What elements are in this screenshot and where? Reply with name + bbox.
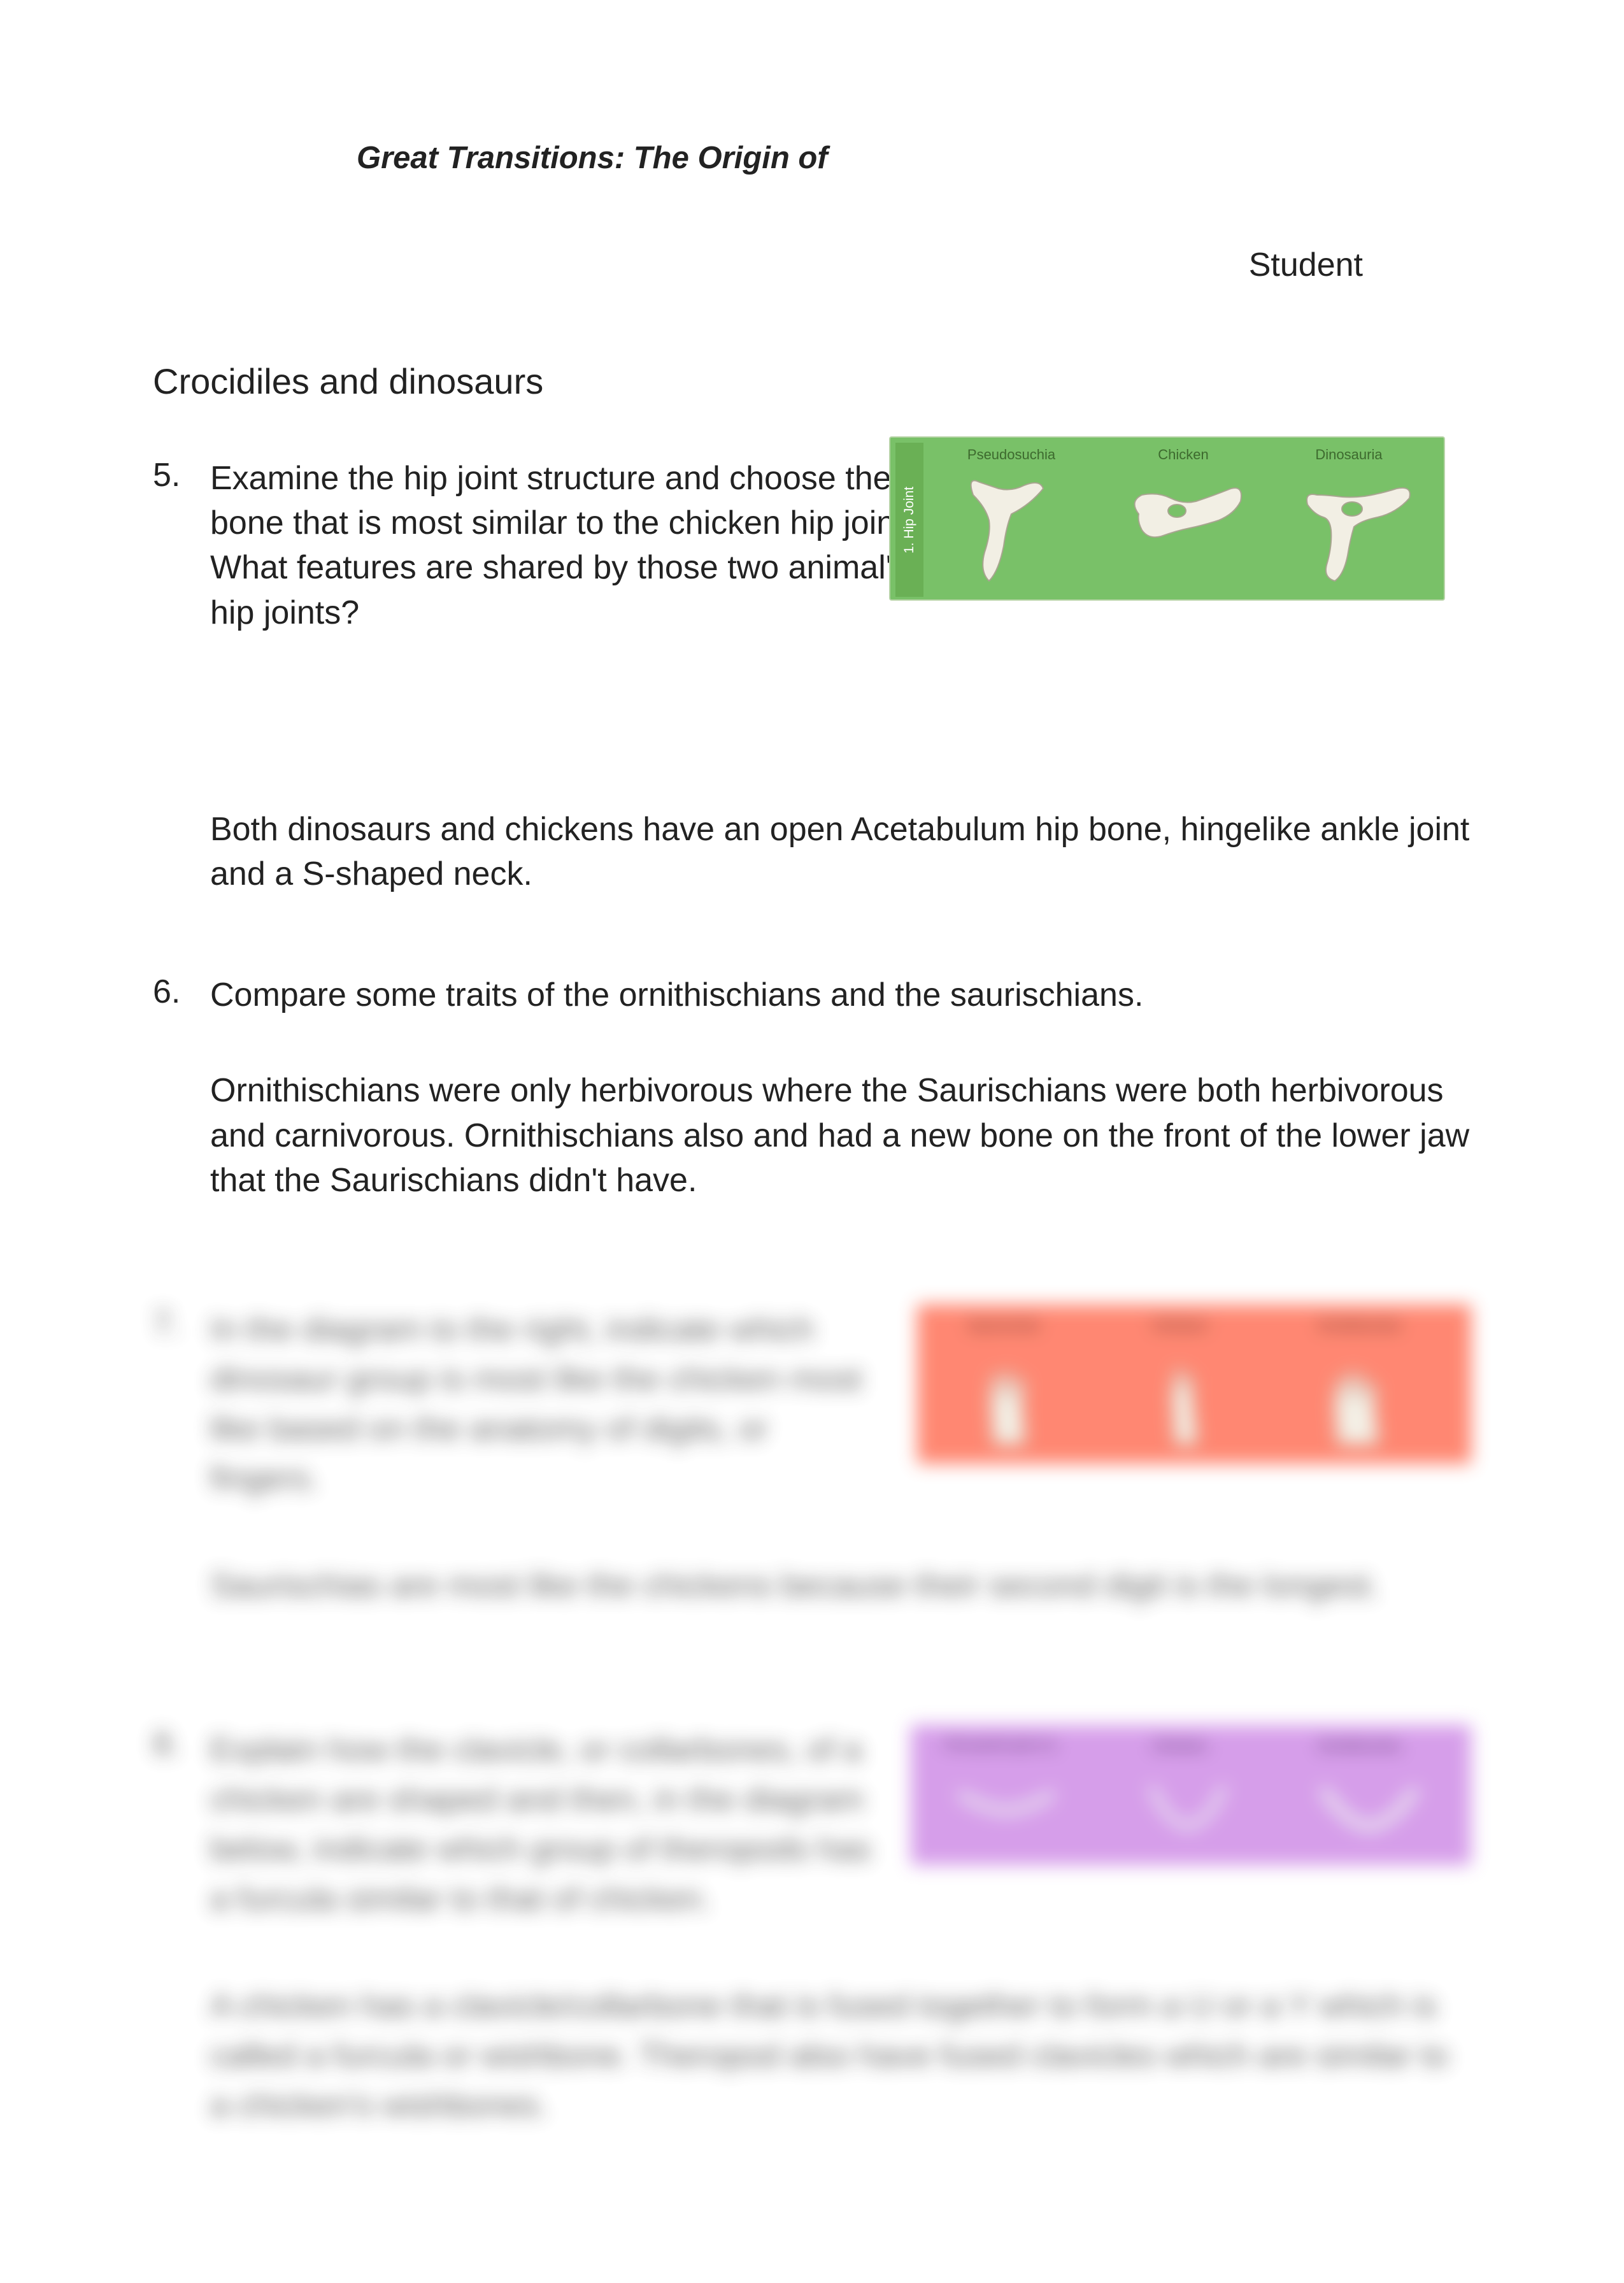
hip-bone-icon [1126, 476, 1253, 565]
question-number: 6. [153, 973, 210, 1017]
question-8-blurred: 8. Explain how the clavicle, or collarbo… [153, 1725, 1471, 1924]
answer-6: Ornithischians were only herbivorous whe… [210, 1068, 1471, 1203]
hip-bone-icon [954, 469, 1069, 590]
question-7-blurred: 7. In the diagram to the right, indicate… [153, 1305, 1471, 1503]
answer-5: Both dinosaurs and chickens have an open… [210, 807, 1471, 896]
question-text: Explain how the clavicle, or collarbones… [210, 1725, 873, 1924]
question-number: 5. [153, 456, 210, 635]
clavicle-figure: Theropoda (part a) Chicken Ornithischia [911, 1725, 1471, 1865]
figure-label: Chicken [1153, 1738, 1207, 1754]
hand-icon [962, 1349, 1057, 1451]
answer-8-blurred: A chicken has a clavicle/collarbone that… [210, 1981, 1471, 2130]
figure-sidebar-label: 1. Hip Joint [895, 443, 923, 597]
hand-icon [1312, 1349, 1407, 1451]
figure-label: Theropoda (part a) [943, 1738, 1055, 1752]
digits-figure: Saurischia Chicken Ornithischia [917, 1305, 1471, 1464]
hand-icon [1146, 1349, 1223, 1451]
clavicle-icon [1140, 1776, 1236, 1846]
role-label: Student [153, 246, 1363, 284]
figure-label: Ornithischia [1318, 1317, 1400, 1334]
document-title: Great Transitions: The Origin of [357, 140, 1471, 176]
figure-label: Chicken [1120, 447, 1247, 463]
figure-label: Saurischia [968, 1317, 1039, 1334]
answer-7-blurred: Saurischias are most like the chickens b… [210, 1561, 1471, 1610]
question-number: 7. [153, 1305, 210, 1503]
question-text: Compare some traits of the ornithischian… [210, 973, 1471, 1017]
hip-joint-figure: 1. Hip Joint Pseudosuchia Chicken Dinosa… [889, 436, 1445, 601]
figure-label: Chicken [1153, 1317, 1207, 1334]
question-text: In the diagram to the right, indicate wh… [210, 1305, 879, 1503]
figure-label: Pseudosuchia [948, 447, 1075, 463]
section-heading: Crocidiles and dinosaurs [153, 361, 1471, 402]
hip-bone-icon [1298, 469, 1425, 590]
figure-label: Ornithischia [1318, 1738, 1400, 1754]
clavicle-icon [949, 1776, 1064, 1846]
clavicle-icon [1312, 1776, 1427, 1846]
question-6: 6. Compare some traits of the ornithisch… [153, 973, 1471, 1017]
figure-label: Dinosauria [1285, 447, 1413, 463]
question-number: 8. [153, 1725, 210, 1924]
